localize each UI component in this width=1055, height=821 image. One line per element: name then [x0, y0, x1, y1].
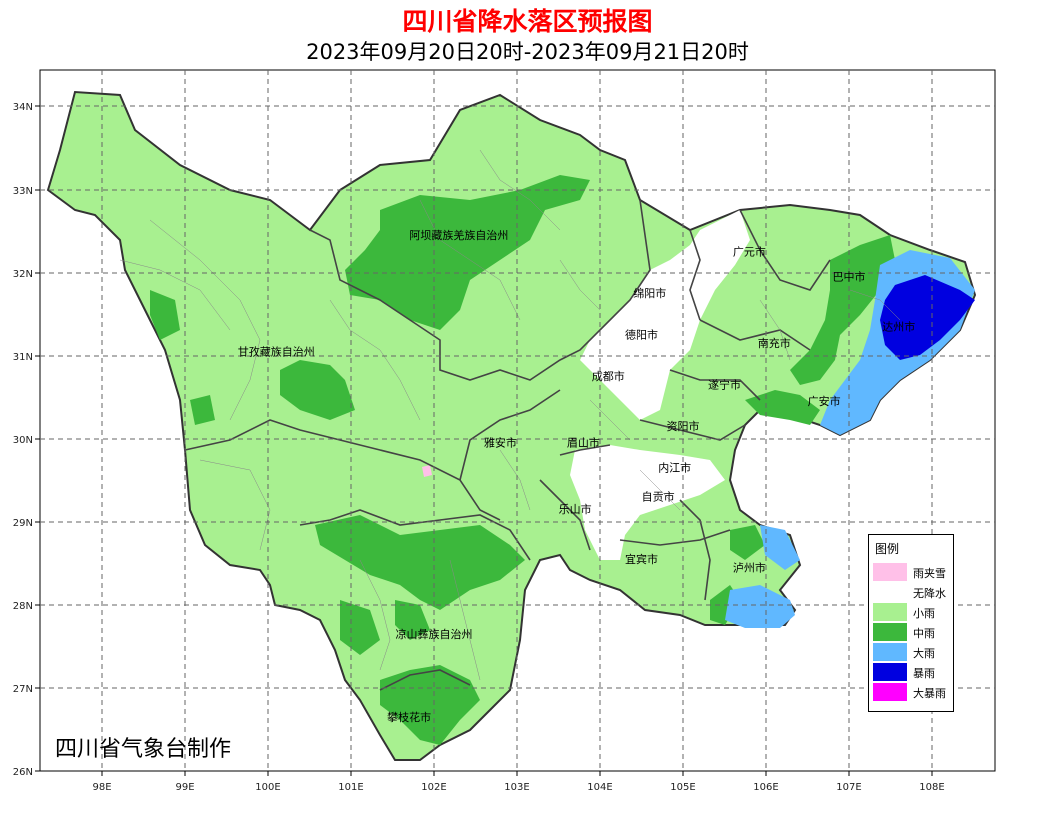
prefecture-boundaries: [184, 199, 831, 691]
y-tick-label: 27N: [13, 684, 33, 695]
legend-swatch: [873, 643, 907, 661]
y-tick-label: 30N: [13, 435, 33, 446]
x-tick-label: 100E: [255, 782, 280, 793]
x-tick-label: 107E: [836, 782, 861, 793]
legend-label: 小雨: [913, 607, 935, 620]
city-label: 内江市: [658, 461, 691, 475]
x-tick-label: 104E: [587, 782, 612, 793]
city-label: 南充市: [758, 336, 791, 350]
no-rain-zone-south: [570, 445, 725, 560]
legend-item-rainstorm: 暴雨: [873, 663, 951, 681]
y-tick-label: 29N: [13, 518, 33, 529]
city-label: 德阳市: [625, 328, 658, 342]
city-label: 攀枝花市: [387, 710, 431, 724]
legend-item-no-rain: 无降水: [873, 583, 951, 601]
city-label: 自贡市: [642, 490, 675, 504]
x-tick-label: 103E: [504, 782, 529, 793]
city-label: 宜宾市: [625, 552, 658, 566]
y-tick-label: 34N: [13, 102, 33, 113]
x-tick-label: 102E: [421, 782, 446, 793]
y-tick-label: 33N: [13, 186, 33, 197]
city-label: 眉山市: [567, 436, 600, 450]
x-tick-label: 98E: [92, 782, 111, 793]
city-label: 遂宁市: [708, 378, 741, 392]
legend-swatch: [873, 663, 907, 681]
credit-text: 四川省气象台制作: [55, 737, 232, 762]
legend-label: 暴雨: [913, 667, 935, 680]
city-label: 甘孜藏族自治州: [238, 344, 315, 358]
legend: 图例 雨夹雪 无降水 小雨 中雨 大雨 暴雨 大暴雨: [868, 534, 954, 712]
map-title: 四川省降水落区预报图: [402, 7, 653, 36]
legend-label: 中雨: [913, 627, 935, 640]
gridlines: [40, 70, 995, 771]
city-label: 巴中市: [833, 270, 866, 284]
x-tick-label: 106E: [753, 782, 778, 793]
legend-item-heavy-rainstorm: 大暴雨: [873, 683, 951, 701]
legend-swatch: [873, 683, 907, 701]
x-tick-label: 108E: [919, 782, 944, 793]
legend-label: 大暴雨: [913, 687, 946, 700]
x-tick-label: 105E: [670, 782, 695, 793]
legend-swatch: [873, 563, 907, 581]
city-label: 广安市: [808, 394, 841, 408]
city-label: 泸州市: [733, 560, 766, 574]
city-label: 达州市: [882, 319, 915, 333]
legend-swatch: [873, 583, 907, 601]
city-label: 成都市: [592, 369, 625, 383]
county-boundaries: [119, 149, 901, 681]
legend-label: 无降水: [913, 587, 946, 600]
legend-item-moderate-rain: 中雨: [873, 623, 951, 641]
y-tick-label: 31N: [13, 352, 33, 363]
y-axis: 34N 33N 32N 31N 30N 29N 28N 27N 26N: [13, 102, 40, 778]
city-label: 凉山彝族自治州: [396, 627, 473, 641]
x-tick-label: 99E: [175, 782, 194, 793]
y-tick-label: 28N: [13, 601, 33, 612]
legend-label: 雨夹雪: [913, 567, 946, 580]
legend-swatch: [873, 603, 907, 621]
rainstorm-area: [880, 275, 975, 360]
city-label: 绵阳市: [633, 286, 666, 300]
legend-label: 大雨: [913, 647, 935, 660]
legend-item-light-rain: 小雨: [873, 603, 951, 621]
city-label: 阿坝藏族羌族自治州: [409, 228, 508, 242]
city-label: 乐山市: [559, 502, 592, 516]
y-tick-label: 32N: [13, 269, 33, 280]
x-tick-label: 101E: [338, 782, 363, 793]
city-label: 资阳市: [667, 419, 700, 433]
moderate-rain-areas: [150, 175, 895, 745]
map-subtitle: 2023年09月20日20时-2023年09月21日20时: [306, 40, 749, 64]
sleet-area: [422, 465, 432, 477]
city-label: 广元市: [733, 245, 766, 259]
y-tick-label: 26N: [13, 767, 33, 778]
no-rain-zone-north: [580, 210, 750, 420]
legend-swatch: [873, 623, 907, 641]
legend-item-sleet: 雨夹雪: [873, 563, 951, 581]
legend-item-heavy-rain: 大雨: [873, 643, 951, 661]
city-label: 雅安市: [484, 436, 517, 450]
legend-title: 图例: [875, 542, 900, 556]
x-axis: 98E 99E 100E 101E 102E 103E 104E 105E 10…: [92, 771, 945, 793]
